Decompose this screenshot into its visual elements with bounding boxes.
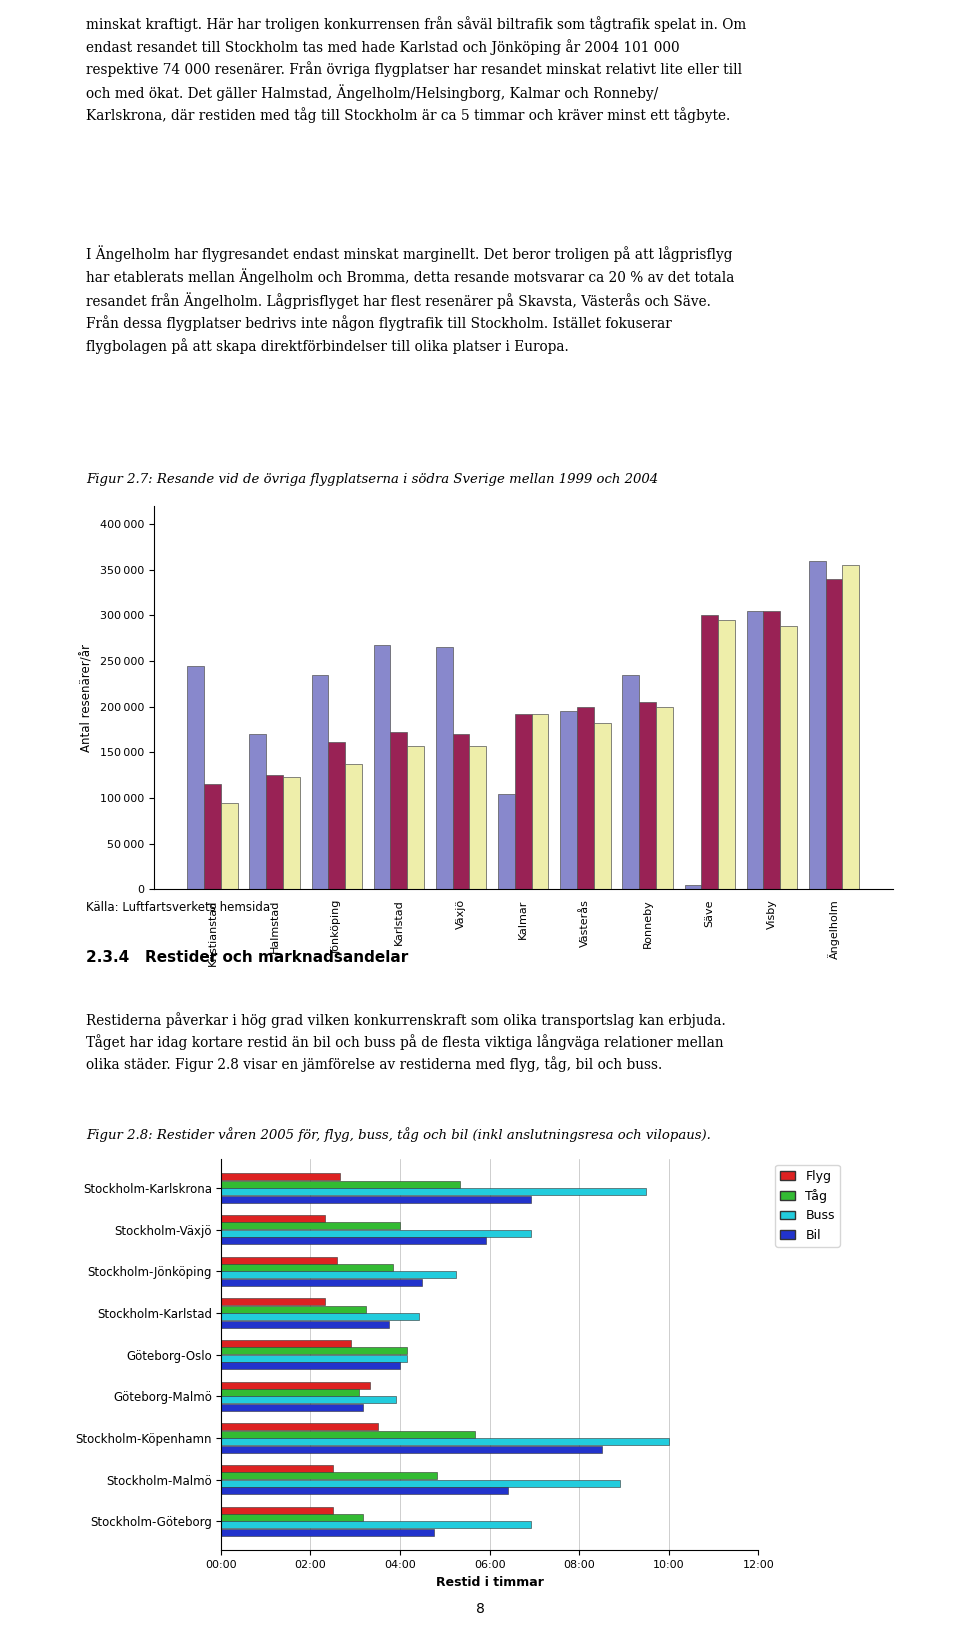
Text: 2.3.4   Restider och marknadsandelar: 2.3.4 Restider och marknadsandelar xyxy=(86,950,409,965)
Bar xyxy=(453,734,469,889)
Text: I Ängelholm har flygresandet endast minskat marginellt. Det beror troligen på at: I Ängelholm har flygresandet endast mins… xyxy=(86,245,734,354)
Bar xyxy=(221,1271,456,1278)
Bar xyxy=(221,1446,602,1452)
Bar xyxy=(221,1404,363,1412)
Bar xyxy=(532,715,548,889)
Bar xyxy=(718,620,734,889)
Text: Källa: Luftfartsverkets hemsida: Källa: Luftfartsverkets hemsida xyxy=(86,901,271,914)
Bar xyxy=(656,707,673,889)
Bar xyxy=(221,1397,396,1404)
Text: 8: 8 xyxy=(475,1601,485,1616)
Bar xyxy=(204,785,221,889)
Bar xyxy=(221,803,237,889)
Bar xyxy=(407,746,424,889)
Bar xyxy=(515,715,532,889)
Text: minskat kraftigt. Här har troligen konkurrensen från såväl biltrafik som tågtraf: minskat kraftigt. Här har troligen konku… xyxy=(86,16,747,122)
Bar xyxy=(221,1320,389,1327)
Bar xyxy=(221,1306,367,1312)
Bar xyxy=(221,1188,646,1195)
Bar xyxy=(221,1363,400,1369)
Bar xyxy=(221,1506,333,1513)
Bar xyxy=(436,648,453,889)
Bar xyxy=(250,734,266,889)
Bar xyxy=(780,627,797,889)
Bar xyxy=(221,1222,400,1229)
X-axis label: Restid i timmar: Restid i timmar xyxy=(436,1575,543,1588)
Bar xyxy=(221,1521,531,1529)
Bar xyxy=(221,1214,325,1222)
Bar xyxy=(221,1196,531,1203)
Bar xyxy=(221,1466,333,1472)
Bar xyxy=(221,1348,407,1355)
Bar xyxy=(221,1340,351,1346)
Bar xyxy=(221,1355,407,1361)
Bar xyxy=(826,579,843,889)
Bar xyxy=(221,1237,486,1244)
Bar xyxy=(221,1438,669,1446)
Bar xyxy=(622,676,639,889)
Bar xyxy=(221,1389,359,1395)
Bar xyxy=(221,1480,620,1487)
Bar xyxy=(469,746,486,889)
Y-axis label: Antal resenärer/år: Antal resenärer/år xyxy=(81,643,94,752)
Bar xyxy=(221,1423,377,1430)
Bar xyxy=(373,645,391,889)
Bar xyxy=(266,775,283,889)
Bar xyxy=(577,707,593,889)
Bar xyxy=(312,676,328,889)
Bar xyxy=(221,1487,508,1495)
Bar xyxy=(498,793,515,889)
Bar xyxy=(843,565,859,889)
Bar xyxy=(283,777,300,889)
Bar xyxy=(221,1529,434,1536)
Bar xyxy=(221,1382,371,1389)
Bar xyxy=(639,702,656,889)
Bar xyxy=(345,764,362,889)
Bar xyxy=(221,1314,419,1320)
Bar xyxy=(702,615,718,889)
Bar xyxy=(221,1514,363,1521)
Bar xyxy=(561,712,577,889)
Text: Figur 2.8: Restider våren 2005 för, flyg, buss, tåg och bil (inkl anslutningsres: Figur 2.8: Restider våren 2005 för, flyg… xyxy=(86,1126,711,1142)
Text: Restiderna påverkar i hög grad vilken konkurrenskraft som olika transportslag ka: Restiderna påverkar i hög grad vilken ko… xyxy=(86,1012,726,1072)
Bar xyxy=(221,1180,460,1188)
Bar xyxy=(187,666,204,889)
Bar xyxy=(221,1431,474,1438)
Text: Figur 2.7: Resande vid de övriga flygplatserna i södra Sverige mellan 1999 och 2: Figur 2.7: Resande vid de övriga flygpla… xyxy=(86,473,659,486)
Bar xyxy=(763,610,780,889)
Bar xyxy=(221,1231,531,1237)
Legend: Flyg, Tåg, Buss, Bil: Flyg, Tåg, Buss, Bil xyxy=(776,1165,840,1247)
Bar xyxy=(809,561,826,889)
Bar xyxy=(391,733,407,889)
Bar xyxy=(593,723,611,889)
Bar xyxy=(221,1297,325,1306)
Bar xyxy=(221,1472,438,1479)
Bar xyxy=(221,1257,337,1263)
Bar xyxy=(684,885,702,889)
Bar xyxy=(221,1279,422,1286)
Bar xyxy=(221,1263,393,1271)
Bar xyxy=(221,1173,340,1180)
Bar xyxy=(328,741,345,889)
Bar xyxy=(747,610,763,889)
